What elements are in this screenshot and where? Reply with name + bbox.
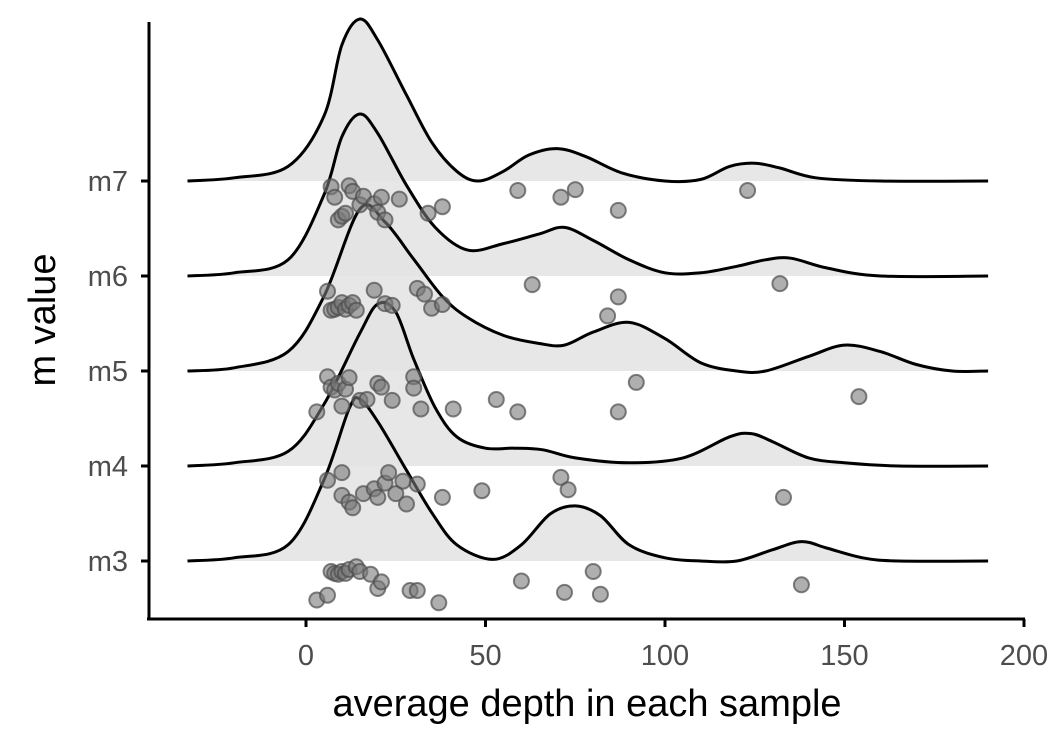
data-point-m4	[559, 481, 577, 499]
x-tick-label-200: 200	[1000, 640, 1048, 672]
ridge-line-m4	[187, 300, 989, 468]
data-point-m7	[337, 204, 354, 222]
data-point-m4	[387, 485, 405, 503]
data-point-m5	[340, 369, 358, 387]
data-point-m6	[599, 307, 617, 325]
data-point-m5	[609, 403, 627, 421]
data-point-m6	[347, 301, 365, 319]
points-layer	[308, 177, 868, 612]
data-point-m4	[344, 499, 362, 517]
data-point-m6	[416, 285, 433, 303]
x-tick-label-50: 50	[469, 640, 501, 672]
data-point-m7	[566, 181, 584, 199]
data-point-m5	[372, 378, 390, 396]
data-point-m6	[319, 282, 336, 300]
data-point-m4	[380, 464, 398, 482]
data-point-m5	[358, 391, 376, 408]
data-point-m5	[850, 388, 868, 406]
y-tick-label-m5: m5	[88, 356, 128, 388]
y-tick-group: m3 m4 m5 m6 m7	[88, 166, 149, 578]
data-point-m7	[326, 188, 344, 206]
data-point-m7	[552, 188, 570, 206]
data-point-m5	[405, 379, 423, 397]
data-point-m4	[433, 488, 451, 506]
x-axis-title: average depth in each sample	[332, 683, 841, 725]
data-point-m5	[333, 397, 351, 415]
y-tick-label-m6: m6	[88, 261, 128, 293]
data-point-m4	[369, 488, 387, 506]
data-point-m7	[390, 190, 408, 208]
data-point-m4	[552, 468, 570, 486]
ridges-layer	[187, 17, 989, 564]
data-point-m7	[609, 201, 627, 219]
data-point-m3	[591, 585, 609, 603]
x-tick-label-150: 150	[820, 640, 868, 672]
data-point-m6	[523, 276, 541, 294]
data-point-m7	[376, 211, 394, 229]
data-point-m6	[383, 296, 401, 314]
data-point-m5	[444, 400, 462, 418]
data-point-m3	[792, 576, 810, 594]
data-point-m3	[408, 582, 426, 599]
ridge-fill-m3	[187, 397, 989, 562]
data-point-m5	[308, 403, 326, 421]
data-point-m4	[333, 464, 351, 482]
data-point-m6	[609, 288, 627, 306]
data-point-m7	[433, 198, 451, 216]
data-point-m6	[433, 296, 451, 313]
data-point-m3	[584, 563, 602, 580]
data-point-m4	[473, 482, 491, 500]
data-point-m5	[509, 403, 527, 421]
data-point-m7	[372, 188, 390, 206]
data-point-m7	[509, 182, 527, 199]
data-point-m4	[398, 495, 415, 513]
data-point-m6	[365, 281, 383, 299]
y-tick-label-m4: m4	[88, 451, 128, 483]
data-point-m3	[319, 586, 336, 604]
data-point-m4	[394, 472, 412, 490]
data-point-m6	[771, 275, 789, 293]
x-tick-group: 0 50 100 150 200	[298, 619, 1048, 672]
ridge-line-m5	[187, 203, 989, 374]
y-tick-label-m7: m7	[88, 166, 128, 198]
ridge-fill-m6	[187, 113, 989, 277]
ridge-fill-m4	[187, 302, 989, 467]
ridge-line-m6	[187, 112, 989, 279]
ridge-line-m7	[187, 17, 989, 184]
data-point-m5	[412, 400, 430, 418]
data-point-m5	[487, 391, 505, 408]
data-point-m5	[383, 391, 401, 409]
data-point-m5	[627, 373, 645, 391]
data-point-m3	[512, 572, 530, 590]
x-tick-label-100: 100	[641, 640, 689, 672]
y-tick-label-m3: m3	[88, 546, 128, 578]
data-point-m4	[319, 471, 336, 489]
data-point-m4	[775, 488, 792, 506]
data-point-m3	[372, 573, 390, 591]
y-axis-title: m value	[22, 253, 64, 386]
data-point-m7	[419, 204, 437, 222]
data-point-m7	[739, 182, 757, 199]
x-tick-label-0: 0	[298, 640, 314, 672]
data-point-m3	[430, 594, 448, 612]
data-point-m3	[556, 583, 573, 601]
data-point-m4	[408, 475, 426, 493]
